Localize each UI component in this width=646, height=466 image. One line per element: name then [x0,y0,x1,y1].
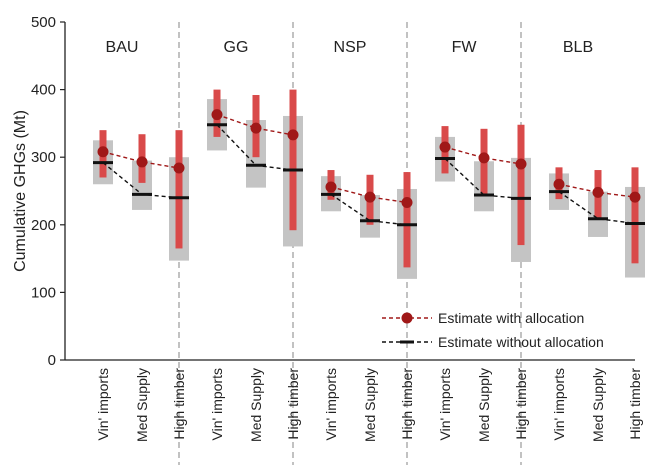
category-label: High timber [399,368,415,440]
point-with-allocation [364,191,376,203]
range-bar-with-allocation [403,172,411,268]
category-label: High timber [171,368,187,440]
category-label: Med Supply [134,368,150,442]
series-line-without-allocation [558,191,636,225]
category-label: High timber [627,368,643,440]
category-label: Vin' imports [437,368,453,440]
series-line-with-allocation [444,146,522,165]
group-label-nsp: NSP [334,39,367,56]
point-with-allocation [97,146,109,158]
category-label: Med Supply [248,368,264,442]
y-tick-label: 200 [31,217,56,234]
series-line-with-allocation [330,186,408,204]
category-label: Med Supply [362,368,378,442]
category-label: Med Supply [590,368,606,442]
point-with-allocation [592,186,604,198]
series-line-without-allocation [444,158,522,200]
point-with-allocation [325,181,337,193]
point-with-allocation [553,178,565,190]
category-label: High timber [285,368,301,440]
y-tick-label: 100 [31,284,56,301]
range-bar-without-allocation [132,160,152,210]
y-tick-label: 300 [31,149,56,166]
range-bar-with-allocation [289,89,297,231]
range-bar-with-allocation [631,167,639,264]
group-label-bau: BAU [106,39,139,56]
category-label: Med Supply [476,368,492,442]
point-with-allocation [629,191,641,203]
legend-label-with-allocation: Estimate with allocation [438,310,584,326]
point-with-allocation [136,156,148,168]
point-with-allocation [250,122,262,134]
range-bar-with-allocation [175,130,183,249]
point-with-allocation [478,152,490,164]
series-line-with-allocation [102,151,180,169]
point-with-allocation [173,162,185,174]
series-line-with-allocation [216,113,294,136]
y-tick-label: 0 [48,352,56,369]
legend-label-without-allocation: Estimate without allocation [438,334,604,350]
point-with-allocation [287,129,299,141]
series-line-without-allocation [330,193,408,226]
y-tick-label: 500 [31,14,56,31]
group-label-fw: FW [452,39,478,56]
y-axis-label: Cumulative GHGs (Mt) [12,110,29,272]
legend-marker-with-allocation [401,312,413,324]
category-label: High timber [513,368,529,440]
category-label: Vin' imports [323,368,339,440]
range-bar-with-allocation [517,124,525,246]
point-with-allocation [401,196,413,208]
y-tick-label: 400 [31,82,56,99]
point-with-allocation [439,141,451,153]
category-label: Vin' imports [95,368,111,440]
category-label: Vin' imports [551,368,567,440]
category-label: Vin' imports [209,368,225,440]
series-line-with-allocation [558,183,636,198]
point-with-allocation [211,109,223,121]
group-label-blb: BLB [563,39,593,56]
point-with-allocation [515,158,527,170]
group-label-gg: GG [224,39,249,56]
